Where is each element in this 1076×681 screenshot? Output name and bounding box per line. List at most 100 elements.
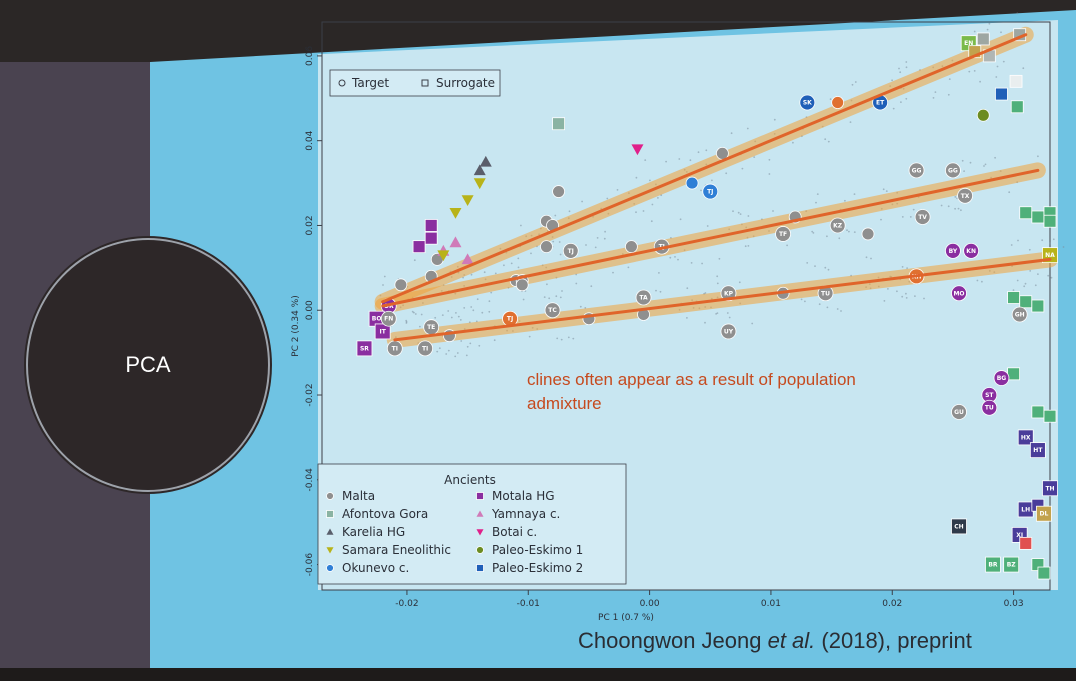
background-sample-dot — [1008, 191, 1011, 194]
data-point — [951, 285, 967, 302]
background-sample-dot — [1016, 12, 1019, 15]
background-sample-dot — [405, 322, 408, 324]
data-point-label: TI — [422, 345, 428, 352]
data-point-label: SK — [803, 100, 812, 107]
data-point-label: TX — [961, 193, 970, 200]
background-sample-dot — [716, 275, 719, 278]
background-sample-dot — [901, 216, 904, 218]
background-sample-dot — [627, 266, 630, 269]
data-point-label: BR — [988, 562, 998, 569]
background-sample-dot — [642, 210, 645, 212]
data-point — [908, 162, 925, 179]
legend-marker — [326, 492, 334, 500]
data-point-label: ET — [876, 100, 885, 107]
data-point — [437, 250, 450, 262]
background-sample-dot — [747, 245, 750, 247]
background-sample-dot — [768, 173, 771, 175]
background-sample-dot — [715, 313, 717, 315]
background-sample-dot — [478, 344, 481, 347]
background-sample-dot — [718, 257, 721, 260]
data-point — [356, 340, 373, 357]
background-sample-dot — [560, 338, 563, 341]
background-sample-dot — [844, 199, 846, 202]
data-point — [473, 178, 486, 190]
background-sample-dot — [786, 244, 788, 247]
data-point-label: MO — [953, 290, 964, 297]
legend-marker — [476, 564, 484, 572]
legend-entry-label: Karelia HG — [342, 525, 405, 539]
background-sample-dot — [456, 352, 459, 354]
room-floor — [0, 668, 1076, 681]
data-point-label: TF — [779, 231, 787, 238]
data-point — [1043, 214, 1057, 228]
data-point-label: KZ — [833, 222, 843, 229]
data-point-label: UY — [724, 328, 734, 335]
background-sample-dot — [885, 190, 888, 193]
background-sample-dot — [434, 316, 437, 319]
data-point-label: TC — [548, 307, 557, 314]
legend-entry-label: Okunevo c. — [342, 561, 409, 575]
background-sample-dot — [804, 300, 806, 303]
background-sample-dot — [657, 197, 659, 199]
background-sample-dot — [932, 97, 935, 99]
background-sample-dot — [476, 298, 479, 301]
background-sample-dot — [772, 210, 774, 212]
data-point-label: HX — [1021, 434, 1031, 441]
background-sample-dot — [546, 283, 548, 286]
data-point-label: TU — [821, 290, 830, 297]
data-point — [1037, 566, 1051, 580]
background-sample-dot — [561, 290, 563, 292]
background-sample-dot — [954, 196, 957, 198]
shape-legend: Target Surrogate — [329, 69, 501, 97]
data-point-label: BO — [372, 316, 382, 323]
pca-circle: PCA — [26, 238, 270, 492]
background-sample-dot — [659, 290, 662, 293]
legend-marker — [476, 510, 484, 517]
background-sample-dot — [899, 71, 902, 74]
background-sample-dot — [635, 176, 638, 179]
background-sample-dot — [579, 305, 582, 308]
background-sample-dot — [896, 290, 898, 293]
background-sample-dot — [1049, 242, 1051, 245]
y-tick-label: -0.02 — [305, 383, 315, 406]
background-sample-dot — [744, 245, 747, 248]
background-sample-dot — [1062, 246, 1065, 248]
data-point — [1019, 536, 1033, 550]
y-tick-label: -0.06 — [305, 553, 315, 577]
background-sample-dot — [559, 296, 562, 299]
data-point — [1010, 100, 1024, 114]
x-tick-label: 0.02 — [882, 599, 902, 609]
background-sample-dot — [827, 140, 830, 143]
background-sample-dot — [678, 158, 681, 160]
background-sample-dot — [826, 306, 829, 309]
citation: Choongwon Jeong et al. (2018), preprint — [578, 628, 972, 654]
background-sample-dot — [689, 159, 692, 162]
background-sample-dot — [520, 224, 522, 227]
data-point — [976, 32, 990, 46]
background-sample-dot — [1022, 67, 1025, 70]
background-sample-dot — [818, 303, 821, 306]
background-sample-dot — [603, 237, 606, 240]
data-point — [1042, 480, 1058, 497]
legend-entry-label: Malta — [342, 489, 375, 503]
data-point — [720, 323, 737, 340]
x-tick-label: 0.03 — [1004, 599, 1024, 609]
background-sample-dot — [912, 208, 915, 211]
data-point-label: CH — [954, 523, 963, 530]
background-sample-dot — [490, 291, 493, 294]
background-sample-dot — [838, 237, 841, 240]
background-sample-dot — [465, 354, 468, 357]
background-sample-dot — [554, 214, 557, 217]
data-point — [685, 176, 699, 190]
background-sample-dot — [1002, 60, 1005, 63]
background-sample-dot — [1010, 244, 1013, 246]
background-sample-dot — [824, 138, 827, 141]
data-point — [424, 219, 438, 232]
background-sample-dot — [650, 220, 653, 223]
data-point — [544, 302, 561, 319]
data-point — [945, 242, 961, 259]
y-tick-label: 0.06 — [305, 46, 315, 66]
data-point — [417, 340, 434, 357]
background-sample-dot — [901, 295, 904, 298]
cline-annotation: clines often appear as a result of popul… — [527, 370, 856, 413]
